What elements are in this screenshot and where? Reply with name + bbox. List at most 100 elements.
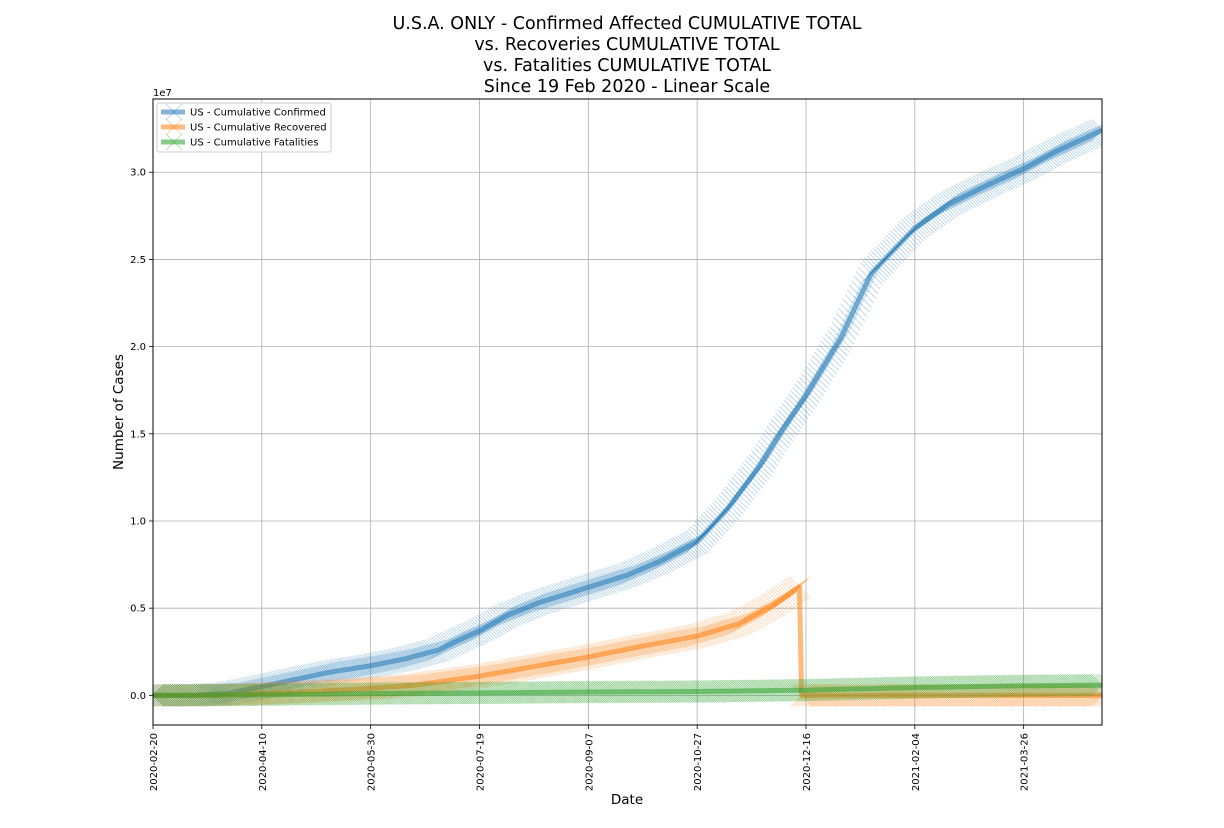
data-point-marker (820, 678, 844, 701)
legend-marker (165, 133, 183, 151)
data-point-marker (357, 654, 380, 678)
data-point-marker (870, 250, 894, 274)
data-point-marker (244, 683, 267, 707)
data-point-marker (1040, 142, 1064, 165)
data-point-marker (785, 577, 809, 601)
data-point-marker (816, 678, 840, 701)
data-point-marker (777, 583, 800, 606)
data-point-marker (685, 530, 709, 554)
data-point-marker (679, 534, 702, 557)
data-point-marker (378, 650, 402, 674)
data-point-marker (716, 615, 739, 639)
data-point-marker (568, 578, 591, 602)
data-point-marker (315, 661, 339, 684)
data-point-marker (729, 611, 752, 634)
data-point-marker (583, 680, 607, 704)
data-point-marker (668, 628, 692, 651)
data-point-marker (459, 623, 483, 646)
data-point-marker (509, 657, 533, 681)
data-point-marker (572, 680, 596, 704)
data-point-marker (799, 376, 822, 400)
data-point-marker (977, 173, 1001, 196)
data-point-marker (618, 637, 641, 660)
data-point-marker (666, 628, 689, 651)
data-point-marker (241, 683, 265, 707)
data-point-marker (1088, 120, 1102, 143)
data-point-marker (994, 165, 1018, 188)
data-point-marker (960, 181, 983, 205)
data-point-marker (607, 566, 631, 590)
data-point-marker (309, 662, 332, 686)
data-point-marker (296, 683, 319, 706)
data-point-marker (836, 677, 859, 701)
data-point-marker (755, 679, 779, 702)
data-point-marker (246, 683, 269, 707)
data-point-marker (753, 679, 776, 702)
data-point-marker (849, 677, 872, 701)
data-point-marker (579, 645, 602, 668)
data-point-marker (498, 602, 522, 626)
data-point-marker (566, 647, 589, 671)
data-point-marker (1005, 160, 1029, 183)
data-point-marker (183, 683, 206, 707)
data-point-marker (892, 676, 916, 700)
data-point-marker (971, 675, 994, 698)
data-point-marker (550, 680, 574, 704)
data-point-marker (472, 664, 496, 687)
data-point-marker (657, 680, 681, 703)
data-point-marker (731, 477, 755, 500)
data-point-marker (614, 638, 637, 661)
data-point-marker (424, 681, 448, 705)
data-point-marker (559, 648, 583, 672)
data-point-marker (498, 681, 522, 704)
data-point-marker (209, 683, 232, 707)
data-point-marker (581, 574, 604, 598)
data-point-marker (215, 683, 239, 707)
data-point-marker (1064, 131, 1088, 154)
data-point-marker (154, 684, 178, 707)
data-point-marker (947, 188, 970, 211)
data-point-marker (394, 682, 417, 705)
data-point-marker (829, 326, 853, 350)
data-point-marker (572, 577, 596, 600)
data-point-marker (668, 680, 692, 703)
data-point-marker (718, 494, 742, 518)
data-point-marker (953, 675, 977, 698)
data-point-marker (439, 632, 463, 656)
data-point-marker (374, 651, 398, 674)
data-point-marker (1021, 674, 1044, 697)
data-point-marker (257, 683, 280, 707)
grid (152, 99, 1102, 725)
data-point-marker (738, 468, 761, 491)
data-point-marker (322, 682, 345, 706)
plot-frame (152, 98, 1103, 726)
data-point-marker (1031, 147, 1055, 170)
data-point-marker (651, 631, 674, 654)
data-point-marker (435, 669, 459, 692)
data-point-marker (742, 462, 766, 486)
x-tick-label: 2020-05-30 (367, 733, 378, 791)
data-point-marker (298, 665, 321, 688)
data-point-marker (807, 362, 831, 386)
data-point-marker (396, 682, 419, 705)
data-point-marker (751, 599, 774, 623)
data-point-marker (574, 646, 598, 669)
data-point-marker (883, 676, 907, 700)
data-point-marker (859, 262, 883, 285)
data-point-marker (531, 653, 554, 677)
data-point-marker (777, 679, 800, 702)
data-point-marker (646, 632, 670, 655)
data-point-marker (522, 655, 546, 678)
data-point-marker (424, 639, 448, 662)
data-point-marker (666, 540, 689, 564)
y-tick-label: 2.0 (130, 342, 146, 353)
data-point-marker (311, 682, 335, 706)
data-point-marker (661, 680, 685, 703)
data-point-marker (193, 683, 217, 707)
data-point-marker (1071, 684, 1094, 707)
data-point-marker (722, 679, 746, 703)
data-point-marker (694, 521, 718, 544)
data-point-marker (751, 679, 774, 702)
data-point-marker (822, 337, 846, 360)
legend-entry: US - Cumulative Recovered (161, 118, 327, 136)
